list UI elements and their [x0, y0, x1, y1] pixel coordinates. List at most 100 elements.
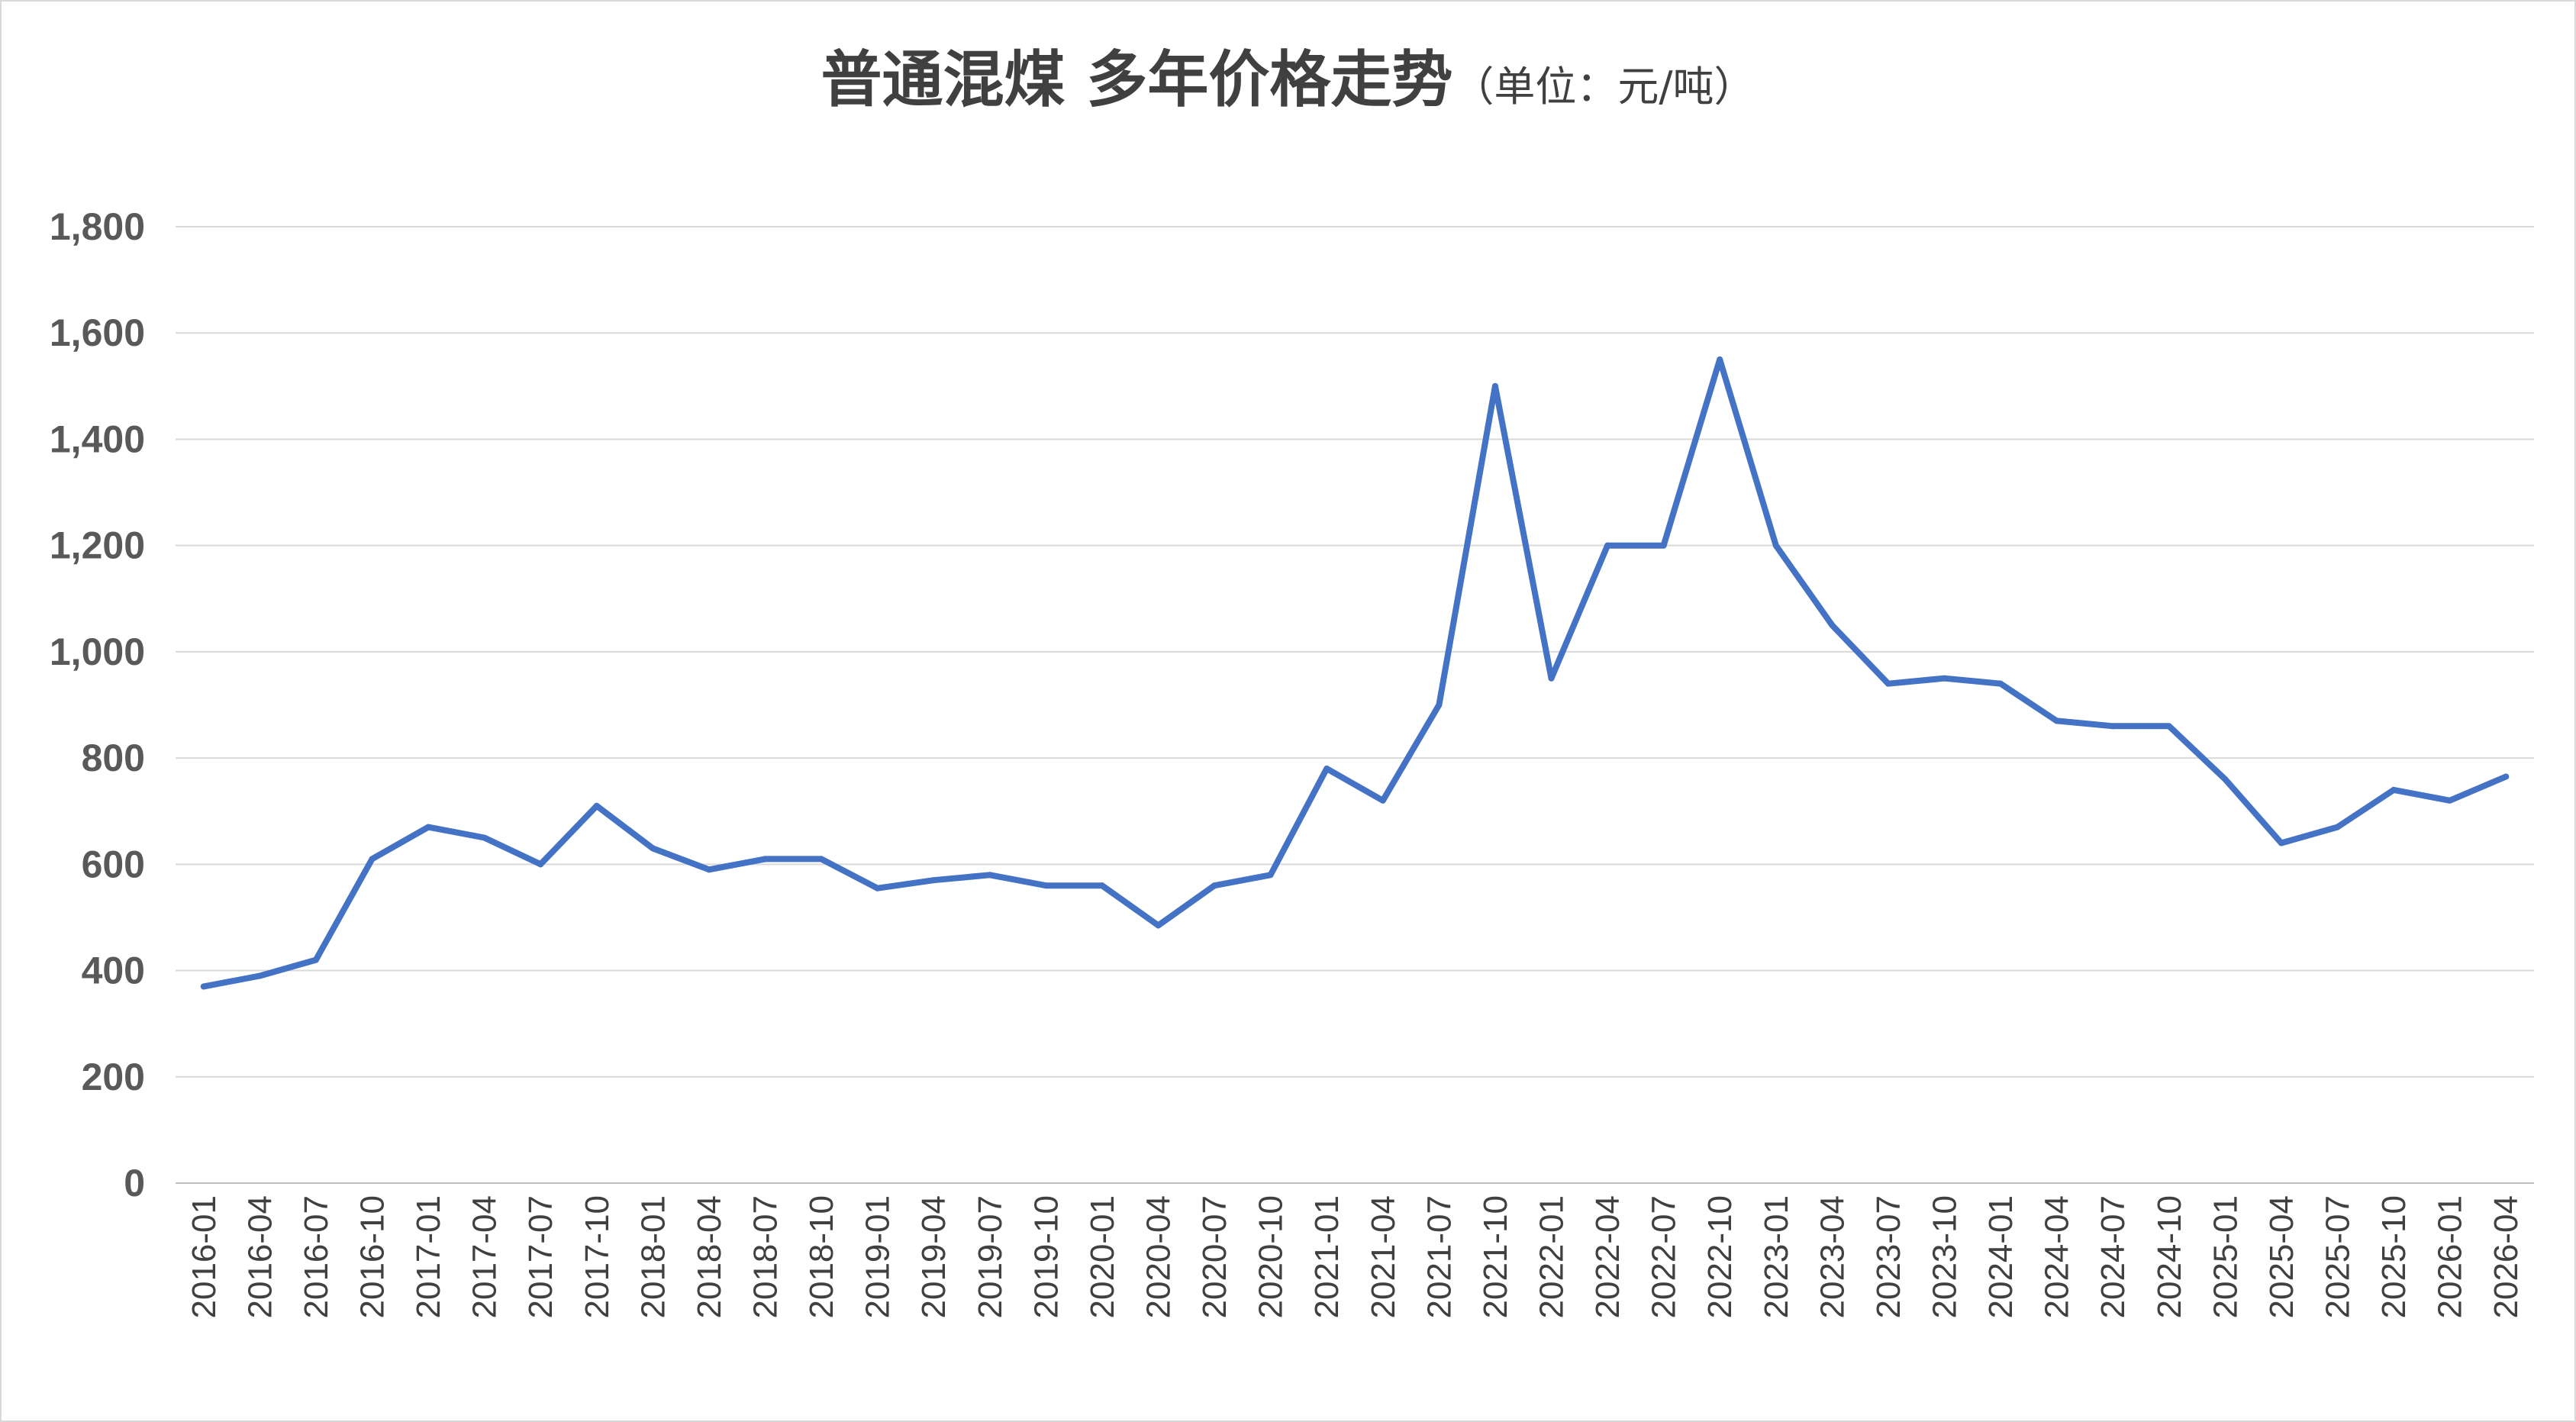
x-tick-label: 2019-04: [915, 1195, 953, 1318]
data-point: [1772, 542, 1779, 549]
x-tick-label: 2017-04: [466, 1195, 504, 1318]
y-tick-label: 1,400: [50, 418, 145, 460]
x-tick-label: 2020-01: [1084, 1195, 1121, 1318]
x-tick-label: 2020-07: [1196, 1195, 1233, 1318]
x-axis: 2016-01 2016-04 2016-07 2016-10 2017-01 2017-…: [185, 1195, 2525, 1318]
data-point: [818, 856, 825, 863]
data-point: [1829, 622, 1836, 629]
x-tick-label: 2017-01: [410, 1195, 447, 1318]
data-point: [2165, 723, 2172, 730]
y-tick-label: 1,800: [50, 205, 145, 248]
x-tick-label: 2016-07: [298, 1195, 335, 1318]
data-point: [1604, 542, 1611, 549]
data-point: [1491, 382, 1498, 389]
data-point: [312, 956, 319, 963]
x-tick-label: 2016-10: [354, 1195, 392, 1318]
chart-title-block: 普通混煤 多年价格走势（单位：元/吨）: [0, 31, 2576, 119]
y-axis: 0 200 400 600 800 1,000 1,200 1,400 1,600 1,800: [50, 205, 145, 1204]
data-point: [1941, 675, 1948, 682]
data-point: [650, 845, 656, 852]
x-tick-label: 2023-04: [1814, 1195, 1851, 1318]
data-point: [1717, 356, 1723, 363]
x-tick-label: 2025-10: [2375, 1195, 2413, 1318]
data-point: [369, 856, 376, 863]
data-point: [256, 972, 263, 979]
data-point: [1884, 680, 1891, 687]
data-point: [2110, 723, 2117, 730]
data-point: [1043, 882, 1049, 889]
data-point: [2391, 786, 2397, 793]
y-tick-label: 1,000: [50, 630, 145, 673]
data-point: [1548, 675, 1555, 682]
data-point: [593, 802, 600, 809]
data-point: [1155, 922, 1162, 929]
data-point: [986, 872, 993, 879]
x-tick-label: 2019-07: [972, 1195, 1009, 1318]
y-tick-label: 200: [82, 1056, 145, 1098]
data-point: [425, 824, 432, 830]
x-tick-label: 2023-10: [1926, 1195, 1964, 1318]
x-tick-label: 2018-04: [691, 1195, 728, 1318]
data-point: [762, 856, 769, 863]
x-tick-label: 2021-04: [1365, 1195, 1402, 1318]
data-point: [1211, 882, 1218, 889]
x-tick-label: 2016-04: [241, 1195, 279, 1318]
x-tick-label: 2021-07: [1420, 1195, 1458, 1318]
x-tick-label: 2018-01: [634, 1195, 672, 1318]
x-tick-label: 2025-07: [2320, 1195, 2357, 1318]
data-point: [537, 861, 544, 868]
x-tick-label: 2024-04: [2039, 1195, 2076, 1318]
y-tick-label: 0: [124, 1162, 145, 1204]
chart-title: 普通混煤 多年价格走势: [821, 44, 1453, 115]
x-tick-label: 2021-10: [1477, 1195, 1514, 1318]
x-tick-label: 2016-01: [185, 1195, 223, 1318]
gridlines: [176, 226, 2534, 1184]
series-line: [200, 356, 2510, 990]
x-tick-label: 2025-01: [2207, 1195, 2244, 1318]
chart-unit-subtitle: （单位：元/吨）: [1452, 63, 1755, 111]
data-point: [930, 877, 937, 884]
data-point: [200, 983, 207, 990]
x-tick-label: 2021-01: [1308, 1195, 1346, 1318]
x-tick-label: 2023-07: [1870, 1195, 1907, 1318]
data-point: [1436, 701, 1443, 708]
data-point: [2278, 840, 2284, 846]
x-tick-label: 2022-10: [1701, 1195, 1739, 1318]
data-point: [2334, 824, 2341, 830]
y-tick-label: 400: [82, 950, 145, 992]
data-point: [705, 866, 712, 873]
x-tick-label: 2018-07: [747, 1195, 785, 1318]
data-point: [1997, 680, 2004, 687]
x-tick-label: 2023-01: [1758, 1195, 1795, 1318]
data-point: [1660, 542, 1667, 549]
data-point: [1323, 766, 1330, 772]
y-tick-label: 800: [82, 737, 145, 779]
data-point: [2446, 797, 2453, 804]
data-point: [1267, 872, 1274, 879]
x-tick-label: 2025-04: [2263, 1195, 2300, 1318]
x-tick-label: 2018-10: [803, 1195, 840, 1318]
x-tick-label: 2019-10: [1027, 1195, 1065, 1318]
y-tick-label: 600: [82, 843, 145, 885]
data-point: [1098, 882, 1105, 889]
series-layer: [200, 356, 2510, 990]
x-tick-label: 2022-01: [1533, 1195, 1571, 1318]
x-tick-label: 2020-10: [1253, 1195, 1290, 1318]
x-tick-label: 2017-10: [579, 1195, 616, 1318]
y-tick-label: 1,600: [50, 311, 145, 354]
data-point: [874, 885, 881, 892]
x-tick-label: 2019-01: [859, 1195, 897, 1318]
x-tick-label: 2024-01: [1982, 1195, 2020, 1318]
x-tick-label: 2024-07: [2094, 1195, 2132, 1318]
x-tick-label: 2022-04: [1589, 1195, 1627, 1318]
y-tick-label: 1,200: [50, 524, 145, 567]
x-tick-label: 2026-04: [2487, 1195, 2525, 1318]
data-point: [481, 834, 488, 841]
x-tick-label: 2026-01: [2432, 1195, 2469, 1318]
x-tick-label: 2020-04: [1140, 1195, 1178, 1318]
data-point: [2222, 775, 2229, 782]
x-tick-label: 2024-10: [2151, 1195, 2188, 1318]
x-tick-label: 2022-07: [1646, 1195, 1683, 1318]
x-tick-label: 2017-07: [522, 1195, 559, 1318]
